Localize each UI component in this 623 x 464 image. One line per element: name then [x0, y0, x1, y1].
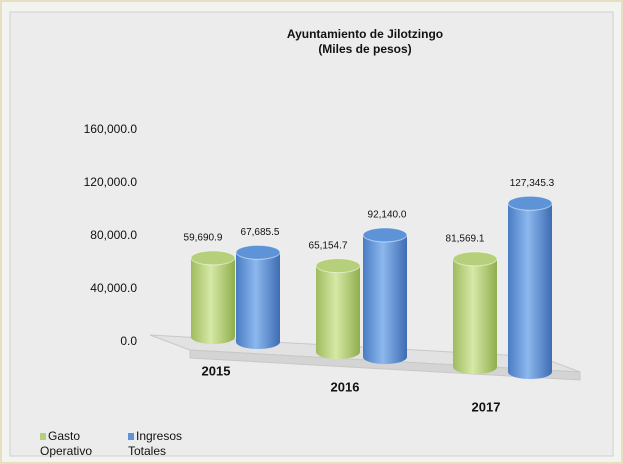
legend-label: Ingresos Totales	[128, 429, 182, 458]
bar	[235, 244, 281, 349]
y-tick-label: 160,000.0	[84, 122, 138, 136]
bar	[362, 227, 408, 364]
value-label: 92,140.0	[368, 210, 407, 221]
value-label: 65,154.7	[309, 240, 348, 251]
cylinder-top	[507, 195, 553, 211]
x-tick-label: 2016	[331, 379, 360, 394]
legend-swatch	[128, 433, 134, 440]
y-tick-label: 0.0	[120, 334, 137, 348]
legend-label: Gasto Operativo	[40, 429, 92, 458]
cylinder-body	[191, 257, 235, 344]
cylinder-top	[362, 227, 408, 243]
bar	[507, 195, 553, 379]
cylinder-top	[452, 251, 498, 267]
cylinder-top	[235, 244, 281, 260]
bar	[315, 258, 361, 359]
cylinder-body	[236, 252, 280, 349]
cylinder-top	[190, 250, 236, 266]
legend-swatch	[40, 433, 46, 440]
bar	[190, 250, 236, 344]
y-tick-label: 80,000.0	[90, 228, 137, 242]
cylinder-top	[315, 258, 361, 274]
y-tick-label: 120,000.0	[84, 175, 138, 189]
value-label: 67,685.5	[241, 227, 280, 238]
chart-subtitle: (Miles de pesos)	[318, 42, 411, 56]
value-label: 127,345.3	[510, 178, 555, 189]
x-tick-label: 2015	[202, 363, 231, 378]
y-tick-label: 40,000.0	[90, 281, 137, 295]
cylinder-body	[453, 258, 497, 374]
bar	[452, 251, 498, 374]
value-label: 59,690.9	[184, 233, 223, 244]
cylinder-body	[363, 234, 407, 364]
value-label: 81,569.1	[446, 234, 485, 245]
cylinder-body	[508, 203, 552, 379]
chart-title: Ayuntamiento de Jilotzingo	[287, 27, 443, 41]
x-tick-label: 2017	[472, 399, 501, 414]
cylinder-body	[316, 265, 360, 359]
